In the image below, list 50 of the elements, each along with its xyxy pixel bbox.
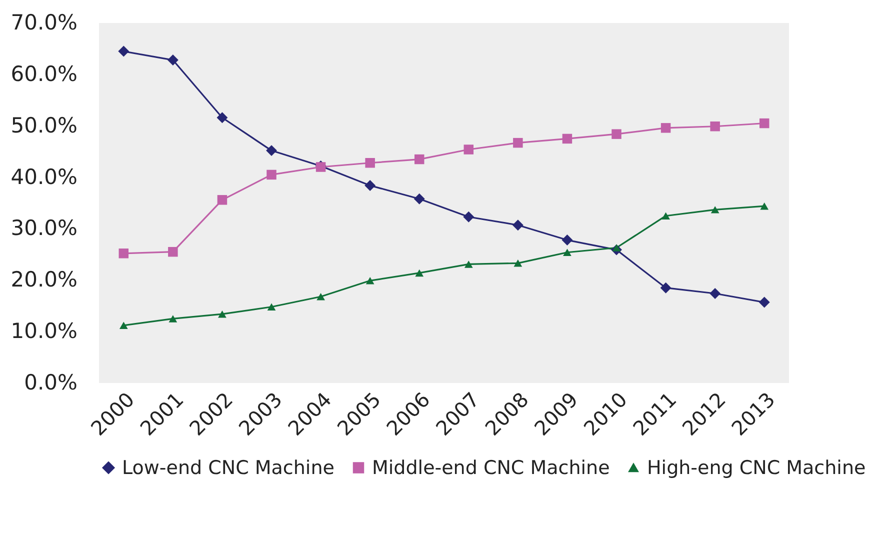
point [167, 54, 178, 66]
point [562, 134, 572, 144]
y-tick-label: 20.0% [10, 268, 78, 292]
point [710, 206, 720, 214]
point [513, 138, 523, 148]
point [414, 154, 424, 164]
point [316, 292, 325, 300]
point [759, 118, 770, 128]
point [366, 277, 374, 284]
point [218, 310, 226, 318]
point [710, 122, 720, 132]
point [216, 112, 228, 124]
y-tick-label: 0.0% [24, 370, 78, 394]
point [662, 212, 670, 220]
point [464, 260, 473, 268]
point [414, 193, 425, 204]
y-tick-label: 10.0% [10, 319, 78, 344]
y-tick-label: 60.0% [10, 62, 78, 86]
y-tick-label: 40.0% [10, 164, 78, 189]
point [463, 211, 474, 222]
legend-label: High-eng CNC Machine [647, 456, 866, 479]
point [365, 158, 375, 168]
point [266, 145, 277, 156]
point [563, 248, 572, 256]
point [758, 296, 770, 308]
point [168, 246, 178, 257]
point [266, 170, 276, 180]
legend-label: Low-end CNC Machine [122, 456, 334, 479]
point [612, 244, 621, 252]
point [118, 248, 129, 258]
legend-label: Middle-end CNC Machine [372, 456, 610, 479]
point [364, 180, 376, 191]
point [267, 303, 276, 311]
point [512, 220, 524, 231]
point [612, 129, 622, 139]
point [710, 288, 721, 299]
point [119, 322, 128, 330]
point [660, 282, 672, 294]
point [464, 144, 474, 154]
point [760, 202, 769, 210]
point [660, 123, 671, 133]
point [217, 195, 228, 205]
y-tick-label: 70.0% [10, 10, 78, 34]
point [514, 260, 522, 267]
y-tick-label: 50.0% [10, 113, 78, 138]
point [562, 234, 573, 246]
point [118, 46, 130, 57]
y-tick-label: 30.0% [10, 216, 78, 240]
point [168, 315, 178, 322]
point [415, 269, 424, 277]
